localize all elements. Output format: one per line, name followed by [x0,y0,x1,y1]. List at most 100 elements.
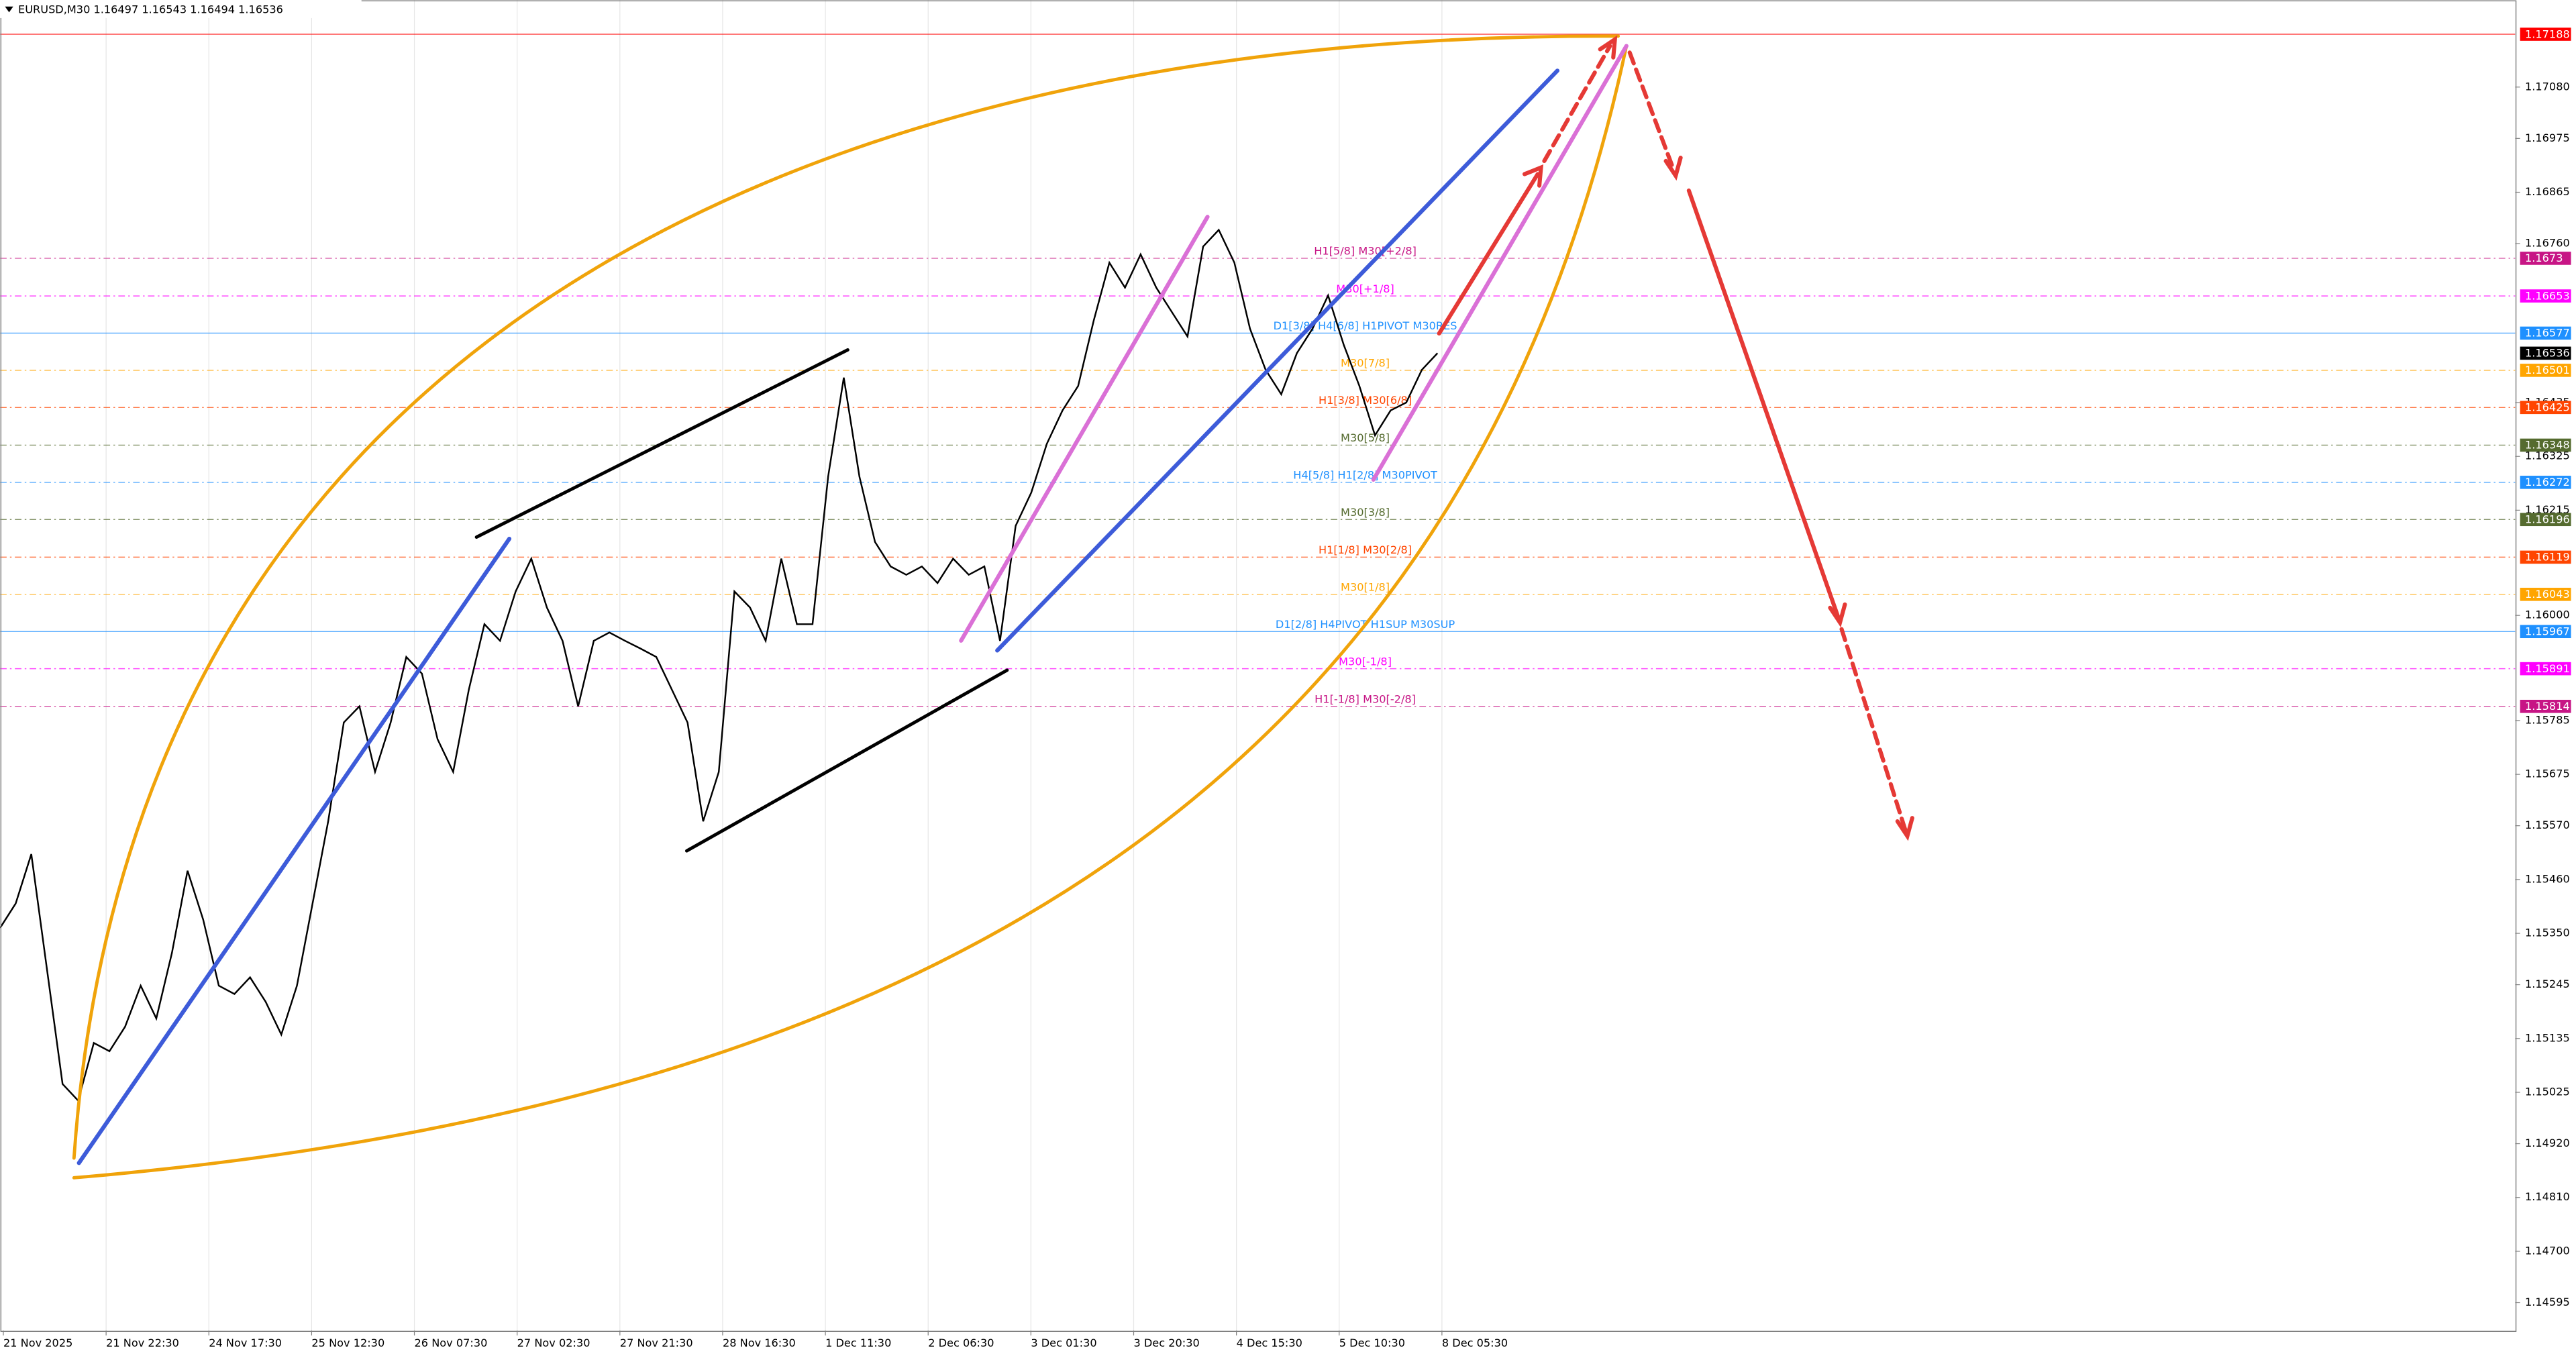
level-label: M30[7/8] [1341,357,1390,370]
y-tick-label: 1.16865 [2525,185,2570,198]
level-label: H1[1/8] M30[2/8] [1319,543,1412,556]
x-tick-label: 3 Dec 01:30 [1031,1337,1096,1349]
x-tick-label: 8 Dec 05:30 [1442,1337,1508,1349]
x-tick-label: 1 Dec 11:30 [825,1337,891,1349]
trend-line [959,215,1210,643]
annotations [72,34,1914,1180]
level-label: M30[5/8] [1341,431,1390,444]
y-tick-label: 1.15245 [2525,978,2570,990]
y-tick-label: 1.16000 [2525,609,2570,621]
level-tag-label: 1.15814 [2525,700,2570,713]
y-tick-label: 1.15785 [2525,713,2570,726]
trend-line [76,536,512,1165]
y-tick-label: 1.16215 [2525,503,2570,516]
level-label: H1[-1/8] M30[-2/8] [1315,692,1416,705]
axes: 21 Nov 2025 21 Nov 22:30 24 Nov 17:30 25 No… [3,80,2570,1349]
arrow-head [1895,816,1914,841]
current-price-tag [2520,346,2571,360]
symbol: EURUSD,M30 [18,3,90,15]
levels: H1[5/8] M30[+2/8]M30[+1/8]D1[3/8] H4[6/8… [0,34,2516,707]
level-tag [2520,364,2571,377]
y-tick-label: 1.16760 [2525,237,2570,250]
level-tag [2520,476,2571,489]
arrow-head [1663,155,1683,181]
y-tick-label: 1.14920 [2525,1137,2570,1149]
level-tag [2520,289,2571,303]
level-tag-label: 1.16272 [2525,476,2570,488]
level-tag-label: 1.1673 [2525,252,2563,264]
level-tag-label: 1.17188 [2525,28,2570,40]
level-tag-label: 1.16653 [2525,289,2570,302]
arrow [1542,44,1612,163]
x-tick-label: 21 Nov 2025 [3,1337,72,1349]
x-tick-label: 26 Nov 07:30 [415,1337,488,1349]
level-label: H1[5/8] M30[+2/8] [1314,245,1416,258]
level-label: H4[5/8] H1[2/8] M30PIVOT [1293,469,1437,482]
x-tick-label: 5 Dec 10:30 [1339,1337,1405,1349]
level-tag [2520,662,2571,676]
arc-upper [72,34,1620,1160]
arrow-head [1522,164,1544,188]
level-tag-label: 1.16425 [2525,401,2570,414]
level-tag [2520,252,2571,265]
y-tick-label: 1.14700 [2525,1244,2570,1257]
level-tag [2520,625,2571,639]
price-line [0,228,1439,1102]
y-tick-label: 1.15570 [2525,819,2570,831]
level-tag [2520,550,2571,564]
level-tag [2520,326,2571,340]
current-price-label: 1.16536 [2525,347,2570,360]
x-tick-label: 21 Nov 22:30 [106,1337,179,1349]
channel-line [685,668,1009,853]
y-tick-label: 1.15460 [2525,872,2570,885]
x-tick-label: 3 Dec 20:30 [1133,1337,1199,1349]
arrow [1437,172,1540,336]
menu-icon [5,6,13,13]
arrow-head [1598,35,1618,60]
x-tick-label: 24 Nov 17:30 [209,1337,282,1349]
level-label: M30[1/8] [1341,581,1390,594]
price [0,228,1439,1102]
level-tag [2520,401,2571,415]
arrow [1839,627,1908,833]
level-tag-label: 1.16196 [2525,513,2570,525]
level-tag [2520,588,2571,601]
forecast-arrows [1437,35,1914,841]
y-tick-label: 1.17080 [2525,80,2570,93]
y-tick-label: 1.15025 [2525,1085,2570,1098]
close: 1.16536 [238,3,283,15]
x-tick-label: 2 Dec 06:30 [928,1337,994,1349]
y-tick-label: 1.16325 [2525,450,2570,462]
level-label: H1[3/8] M30[6/8] [1319,394,1412,407]
level-tag-label: 1.15967 [2525,625,2570,637]
x-tick-label: 25 Nov 12:30 [311,1337,384,1349]
level-tag-label: 1.15891 [2525,662,2570,675]
x-tick-label: 27 Nov 02:30 [517,1337,590,1349]
level-tag-label: 1.16348 [2525,439,2570,452]
level-label: M30[3/8] [1341,506,1390,519]
price-tags: 1.17188 1.1673 1.16653 1.16577 1.16501 1.1642… [2520,28,2571,713]
level-tag-label: 1.16119 [2525,551,2570,564]
trend-line [1371,44,1629,482]
level-label: D1[3/8] H4[6/8] H1PIVOT M30RES [1274,319,1457,332]
x-tick-label: 4 Dec 15:30 [1237,1337,1302,1349]
level-tag [2520,28,2571,41]
header: EURUSD,M30 1.16497 1.16543 1.16494 1.165… [18,3,283,15]
x-tick-label: 27 Nov 21:30 [620,1337,693,1349]
header-bg [0,0,362,18]
level-label: M30[-1/8] [1339,655,1392,668]
open: 1.16497 [93,3,138,15]
y-tick-label: 1.14810 [2525,1190,2570,1203]
level-tag-label: 1.16501 [2525,364,2570,376]
arrow [1627,50,1676,173]
plot-frame [0,0,2517,1333]
level-tag-label: 1.16043 [2525,588,2570,601]
arrow-head [1828,602,1847,628]
y-tick-label: 1.15675 [2525,768,2570,780]
y-tick-label: 1.16975 [2525,132,2570,144]
arrow [1686,188,1841,620]
y-tick-label: 1.15350 [2525,927,2570,939]
level-tag [2520,438,2571,452]
